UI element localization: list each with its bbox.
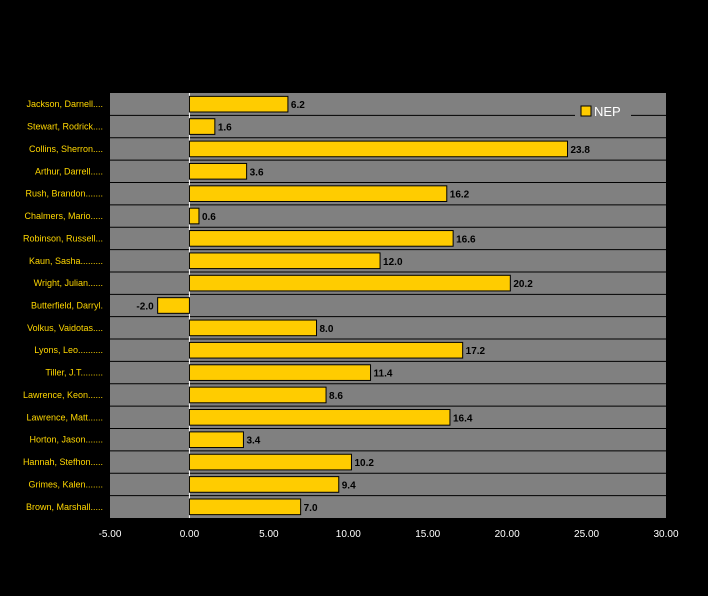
- category-label: Chalmers, Mario.....: [24, 211, 103, 221]
- data-label: 7.0: [304, 503, 318, 514]
- bar: [188, 498, 302, 516]
- category-label: Wright, Julian......: [34, 278, 103, 288]
- legend-label: NEP: [594, 104, 621, 119]
- bar: [188, 207, 200, 225]
- category-label: Arthur, Darrell.....: [35, 166, 103, 176]
- data-labels-group: 6.2 1.6 23.8 3.6 16.2 0.6 16.6 12.0 20.2 -2.0 8.0 1…: [136, 100, 590, 514]
- bar: [188, 118, 216, 135]
- data-label: 10.2: [354, 458, 374, 469]
- data-label: 16.6: [456, 234, 476, 245]
- bar: [188, 95, 289, 113]
- category-label: Lawrence, Keon......: [23, 390, 103, 400]
- x-axis-ticks-group: -5.00 0.00 5.00 10.00 15.00 20.00 25.00 30.00: [99, 529, 679, 540]
- bar: [188, 319, 318, 337]
- category-label: Collins, Sherron....: [29, 144, 103, 154]
- bar: [188, 274, 511, 292]
- category-label: Butterfield, Darryl.: [31, 301, 103, 311]
- data-label: 12.0: [383, 257, 403, 268]
- row-separators: [110, 114, 666, 497]
- category-label: Brown, Marshall.....: [26, 502, 103, 512]
- bar: [188, 185, 448, 202]
- data-label: 17.2: [466, 346, 486, 357]
- bar: [188, 386, 327, 404]
- legend-swatch: [580, 105, 592, 117]
- category-label: Volkus, Vaidotas....: [27, 323, 103, 333]
- bar: [188, 409, 451, 426]
- data-label: 11.4: [374, 369, 393, 380]
- category-label: Jackson, Darnell....: [26, 99, 103, 109]
- data-label: 16.2: [450, 190, 470, 201]
- category-label: Lyons, Leo..........: [34, 345, 103, 355]
- x-tick-label: 10.00: [336, 529, 361, 540]
- data-label: 23.8: [571, 145, 591, 156]
- bar: [188, 364, 372, 381]
- legend: NEP: [575, 101, 631, 121]
- x-tick-label: -5.00: [99, 529, 122, 540]
- category-label: Tiller, J.T.........: [45, 368, 103, 378]
- bar: [188, 476, 340, 493]
- data-label: 16.4: [453, 413, 473, 424]
- data-label: 9.4: [342, 480, 356, 491]
- bar: [188, 230, 454, 247]
- x-tick-label: 20.00: [495, 529, 520, 540]
- bar: [188, 162, 248, 180]
- category-label: Stewart, Rodrick....: [27, 122, 103, 132]
- bar: [188, 252, 381, 270]
- category-label: Robinson, Russell...: [23, 233, 103, 243]
- category-label: Hannah, Stefhon.....: [23, 457, 103, 467]
- bar: [157, 297, 190, 314]
- bar: [188, 431, 244, 449]
- category-label: Grimes, Kalen.......: [28, 479, 103, 489]
- category-label: Kaun, Sasha.........: [29, 256, 103, 266]
- x-tick-label: 25.00: [574, 529, 599, 540]
- bar: [188, 341, 464, 359]
- x-tick-label: 15.00: [415, 529, 440, 540]
- data-label: 8.6: [329, 391, 343, 402]
- bar: [188, 140, 569, 158]
- category-label: Horton, Jason.......: [29, 435, 103, 445]
- bar: [188, 453, 352, 471]
- data-label: 6.2: [291, 100, 305, 111]
- bars-group: [157, 95, 569, 516]
- category-label: Lawrence, Matt......: [26, 412, 103, 422]
- data-label: 0.6: [202, 212, 216, 223]
- data-label: 3.6: [250, 167, 264, 178]
- data-label: 8.0: [320, 324, 334, 335]
- data-label: 1.6: [218, 123, 232, 134]
- data-label: 20.2: [513, 279, 533, 290]
- data-label: -2.0: [136, 302, 154, 313]
- data-label: 3.4: [246, 436, 260, 447]
- category-labels-group: Jackson, Darnell.... Stewart, Rodrick....…: [23, 99, 103, 512]
- x-tick-label: 30.00: [653, 529, 678, 540]
- x-tick-label: 5.00: [259, 529, 279, 540]
- category-label: Rush, Brandon.......: [25, 189, 103, 199]
- x-tick-label: 0.00: [180, 529, 200, 540]
